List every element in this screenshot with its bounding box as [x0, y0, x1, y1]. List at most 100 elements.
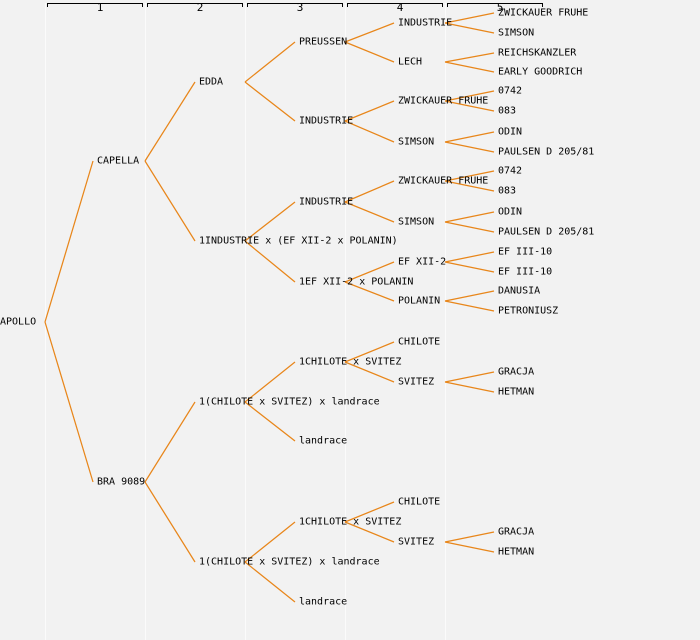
tree-edge	[44, 321, 94, 483]
node-hetman-1: HETMAN	[498, 386, 535, 398]
tree-edge	[444, 180, 495, 192]
tree-edge	[444, 100, 495, 112]
generation-ruler-bracket	[247, 3, 343, 7]
node-chsv-landrace-1: 1(CHILOTE x SVITEZ) x landrace	[199, 396, 380, 408]
tree-edge	[444, 381, 495, 393]
generation-column-label-3: 3	[296, 1, 304, 14]
tree-edge	[444, 290, 495, 302]
tree-edge	[444, 541, 495, 553]
node-industrie-1: INDUSTRIE	[299, 115, 354, 127]
node-chsv-landrace-2: 1(CHILOTE x SVITEZ) x landrace	[199, 556, 380, 568]
node-apollo: APOLLO	[0, 316, 37, 328]
node-bra-9089: BRA 9089	[97, 476, 146, 488]
tree-edge	[244, 240, 296, 283]
node-simson-t: SIMSON	[498, 27, 535, 39]
tree-edge	[444, 211, 495, 223]
tree-edge	[144, 160, 196, 242]
tree-edge	[344, 341, 395, 363]
tree-edge	[244, 201, 296, 242]
node-odin-a: ODIN	[498, 126, 523, 138]
node-chilote-1: CHILOTE	[398, 336, 441, 348]
tree-edge	[344, 261, 395, 283]
tree-edge	[144, 481, 196, 563]
node-0742-a: 0742	[498, 85, 523, 97]
tree-edge	[344, 281, 395, 302]
tree-edge	[444, 61, 495, 73]
tree-edge	[444, 300, 495, 312]
tree-edge	[344, 120, 395, 143]
node-landrace-2: landrace	[299, 596, 348, 608]
node-lech: LECH	[398, 56, 423, 68]
tree-edge	[244, 361, 296, 403]
node-paulsen-b: PAULSEN D 205/81	[498, 226, 595, 238]
node-zwickauer-1: ZWICKAUER FRUHE	[398, 95, 489, 107]
tree-edge	[244, 521, 296, 563]
tree-edge	[444, 371, 495, 383]
node-edda: EDDA	[199, 76, 224, 88]
generation-ruler-bracket	[47, 3, 143, 7]
node-chsv-2: 1CHILOTE x SVITEZ	[299, 516, 402, 528]
tree-edge	[344, 501, 395, 523]
generation-column-label-4: 4	[396, 1, 404, 14]
tree-edge	[244, 41, 296, 83]
node-simson-1: SIMSON	[398, 136, 435, 148]
generation-ruler-bracket	[447, 3, 543, 7]
tree-edge	[244, 401, 296, 442]
node-ef-iii-10-b: EF III-10	[498, 266, 553, 278]
generation-column-label-5: 5	[496, 1, 504, 14]
tree-edge	[244, 81, 296, 122]
generation-ruler-bracket	[147, 3, 243, 7]
node-0742-b: 0742	[498, 165, 523, 177]
node-early-goodrich: EARLY GOODRICH	[498, 66, 583, 78]
tree-edge	[144, 401, 196, 483]
tree-edge	[344, 521, 395, 543]
tree-edge	[444, 251, 495, 263]
node-083-b: 083	[498, 185, 517, 197]
tree-edge	[444, 170, 495, 182]
node-petroniusz: PETRONIUSZ	[498, 305, 559, 317]
tree-edge	[344, 361, 395, 383]
node-ef-x-polanin: 1EF XII-2 x POLANIN	[299, 276, 414, 288]
node-gracja-2: GRACJA	[498, 526, 535, 538]
generation-ruler-bracket	[347, 3, 443, 7]
tree-edge	[144, 81, 196, 162]
tree-edge	[444, 52, 495, 63]
tree-edge	[344, 180, 395, 203]
node-industrie-a: INDUSTRIE	[398, 17, 453, 29]
node-zwickauer-f: ZWICKAUER FRUHE	[498, 7, 589, 19]
tree-edge	[444, 131, 495, 143]
tree-edge	[44, 160, 94, 323]
tree-edge	[344, 22, 395, 43]
node-landrace-1: landrace	[299, 435, 348, 447]
generation-column-label-1: 1	[96, 1, 104, 14]
generation-column-label-2: 2	[196, 1, 204, 14]
node-083-a: 083	[498, 105, 517, 117]
node-zwickauer-2: ZWICKAUER FRUHE	[398, 175, 489, 187]
node-industrie-mix: 1INDUSTRIE x (EF XII-2 x POLANIN)	[199, 235, 398, 247]
node-chilote-2: CHILOTE	[398, 496, 441, 508]
tree-edge	[444, 261, 495, 273]
node-preussen: PREUSSEN	[299, 36, 348, 48]
node-simson-2: SIMSON	[398, 216, 435, 228]
node-svitez-2: SVITEZ	[398, 536, 435, 548]
tree-edge	[444, 221, 495, 233]
node-polanin: POLANIN	[398, 295, 441, 307]
node-hetman-2: HETMAN	[498, 546, 535, 558]
tree-edge	[344, 100, 395, 122]
node-paulsen-a: PAULSEN D 205/81	[498, 146, 595, 158]
tree-edge	[344, 201, 395, 223]
node-odin-b: ODIN	[498, 206, 523, 218]
node-chsv-1: 1CHILOTE x SVITEZ	[299, 356, 402, 368]
tree-edge	[344, 41, 395, 63]
node-svitez-1: SVITEZ	[398, 376, 435, 388]
tree-edge	[444, 90, 495, 102]
node-ef-xii-2: EF XII-2	[398, 256, 447, 268]
tree-edge	[444, 531, 495, 543]
node-ef-iii-10-a: EF III-10	[498, 246, 553, 258]
node-gracja-1: GRACJA	[498, 366, 535, 378]
node-reichskanzler: REICHSKANZLER	[498, 47, 577, 59]
node-industrie-2: INDUSTRIE	[299, 196, 354, 208]
tree-edge	[244, 561, 296, 603]
